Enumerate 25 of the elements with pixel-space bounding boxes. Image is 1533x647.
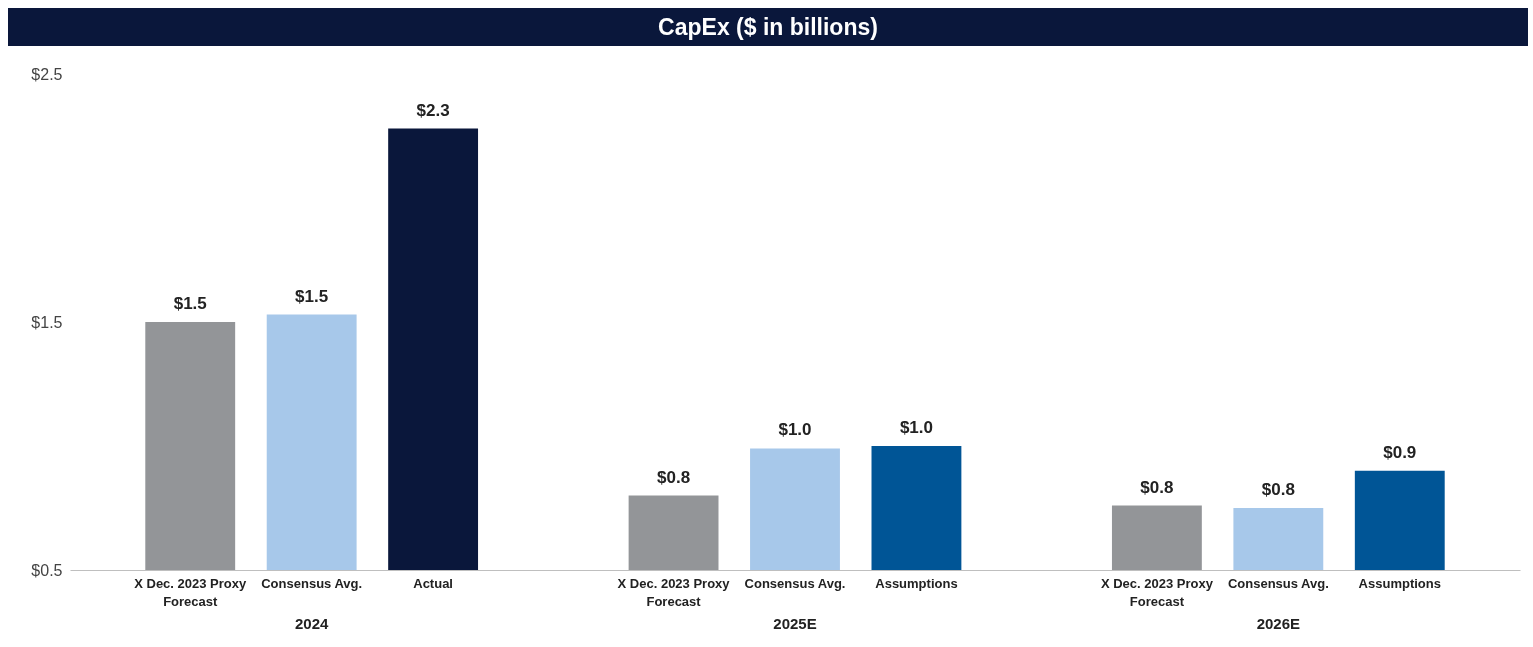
data-label: $1.0 (899, 418, 933, 437)
data-label: $1.0 (778, 420, 812, 440)
data-label: $0.8 (657, 467, 691, 487)
x-tick-label: 2024 (294, 614, 330, 632)
y-tick-label: $2.5 (31, 65, 63, 83)
text: X Dec. 2023 Proxy Forecast (134, 576, 247, 609)
y-tick-label: $0.5 (31, 561, 63, 579)
data-label: $1.5 (295, 286, 329, 306)
data-label: $0.9 (1383, 442, 1417, 462)
series-label: Consensus Avg. (261, 576, 363, 591)
text: Consensus Avg. (744, 576, 846, 591)
x-tick-label: 2026E (1256, 614, 1301, 632)
y-tick-label: $1.5 (31, 313, 63, 331)
data-label: $2.3 (416, 100, 450, 120)
text: Consensus Avg. (1227, 576, 1329, 591)
data-label: $1.5 (173, 294, 207, 313)
data-label: $0.8 (1140, 477, 1174, 497)
text: Assumptions (1358, 576, 1441, 591)
series-label: Actual (413, 576, 453, 591)
text: X Dec. 2023 Proxy Forecast (617, 576, 730, 609)
series-label: X Dec. 2023 Proxy Forecast (1100, 576, 1214, 609)
series-label: Assumptions (875, 576, 958, 591)
data-label: $0.8 (1261, 480, 1295, 499)
chart-title: CapEx ($ in billions) (8, 8, 1528, 46)
x-tick-label: 2025E (773, 614, 817, 632)
